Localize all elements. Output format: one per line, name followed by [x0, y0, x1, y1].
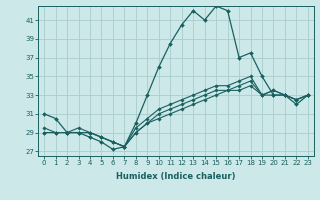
X-axis label: Humidex (Indice chaleur): Humidex (Indice chaleur) [116, 172, 236, 181]
